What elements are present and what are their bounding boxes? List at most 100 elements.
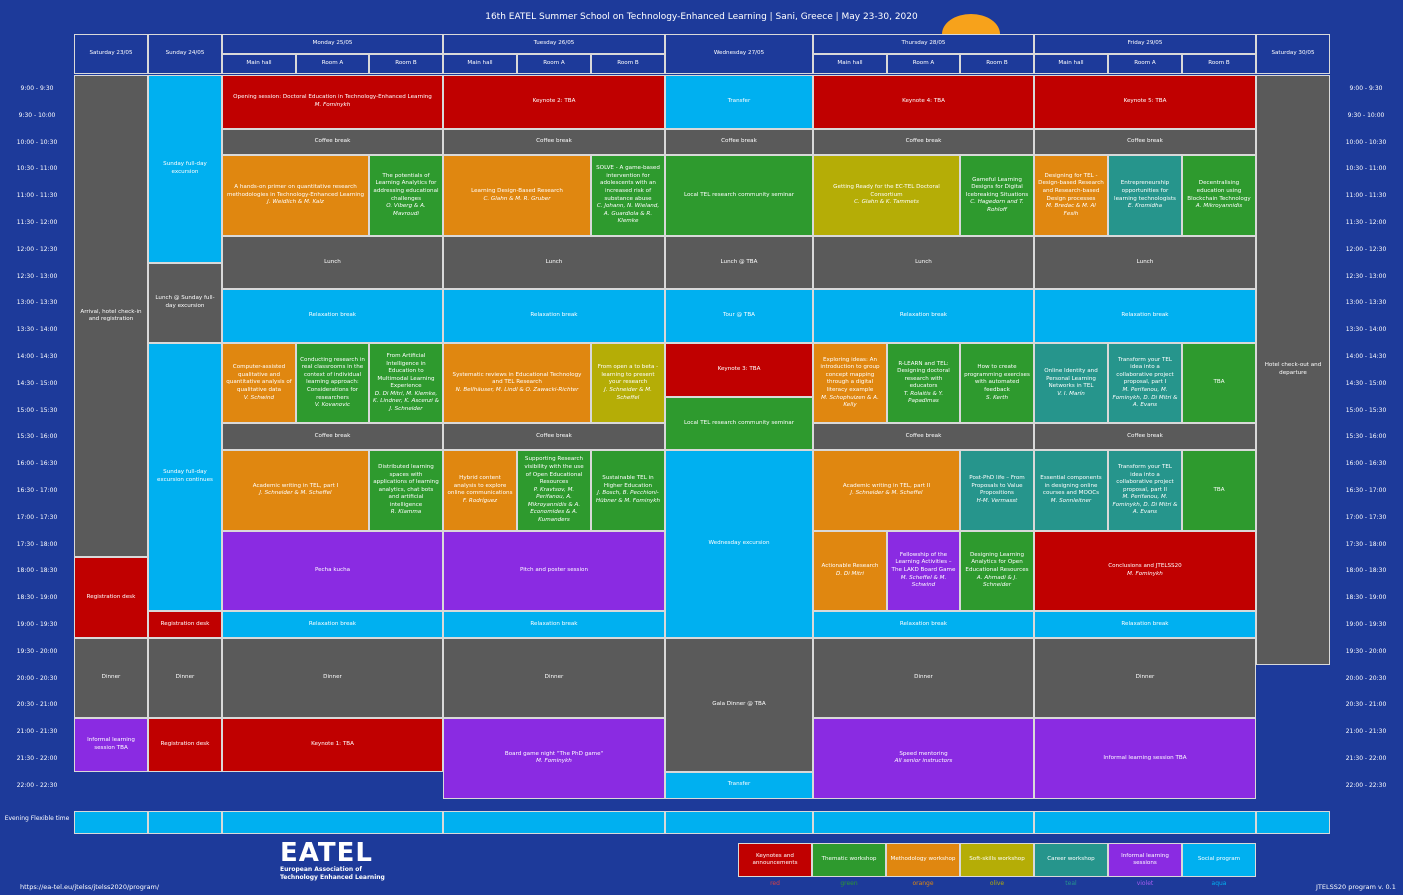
session-presenters: V. Schwind [243, 394, 275, 401]
time-label-left: 18:30 - 19:00 [16, 594, 58, 602]
session-block: Computer-assisted qualitative and quanti… [222, 343, 296, 424]
session-title: Online Identity and Personal Learning Ne… [1044, 368, 1098, 390]
session-title: Computer-assisted qualitative and quanti… [226, 364, 292, 393]
evening-block [74, 811, 148, 834]
session-block: Board game night "The PhD game" M. Fominy… [443, 718, 665, 799]
time-label-right: 21:30 - 22:00 [1345, 755, 1387, 762]
time-label-right: 20:30 - 21:00 [1345, 701, 1387, 709]
session-title: Academic writing in TEL, part I [252, 482, 339, 489]
legend-color-name: teal [1065, 880, 1077, 887]
day-header: Saturday 23/05 [74, 34, 148, 74]
session-block: Gala Dinner @ TBA [665, 637, 813, 772]
time-label-right: 18:30 - 19:00 [1345, 594, 1387, 602]
legend-swatch: Methodology workshop [886, 843, 960, 877]
session-presenters: O. Viberg & A. Mavroudi [386, 203, 426, 217]
legend-swatch: Career workshop [1034, 843, 1108, 877]
session-block: Registration desk [148, 718, 222, 772]
time-label-right: 17:30 - 18:00 [1345, 540, 1387, 548]
session-presenters: V. I. Marín [1057, 390, 1085, 397]
session-block: Dinner [1034, 637, 1256, 719]
legend-swatch: Thematic workshop [812, 843, 886, 877]
session-block: Coffee break [222, 128, 443, 156]
session-block: Coffee break [222, 423, 443, 451]
day-header: Sunday 24/05 [148, 34, 222, 74]
evening-block [665, 811, 813, 834]
session-title: Coffee break [721, 138, 757, 145]
session-presenters: R. Klamma [390, 509, 422, 516]
session-block: Relaxation break [813, 611, 1034, 638]
session-title: Coffee break [1127, 433, 1163, 440]
session-block: TBA [1182, 343, 1256, 424]
session-presenters: M. Scheffel & M. Schwind [900, 574, 947, 589]
session-title: Keynote 2: TBA [532, 98, 576, 105]
time-label-left: 15:30 - 16:00 [16, 433, 58, 441]
session-block: Academic writing in TEL, part II J. Schne… [813, 450, 960, 531]
time-label-left: 9:00 - 9:30 [20, 85, 54, 92]
session-presenters: V. Kovanovic [314, 402, 351, 409]
day-header: Monday 25/05 [222, 34, 443, 54]
session-block: Dinner [148, 637, 222, 719]
session-presenters: M. Fominykh [536, 758, 572, 765]
session-block: Conducting research in real classrooms i… [296, 343, 369, 424]
time-label-left: 17:00 - 17:30 [16, 513, 58, 521]
session-title: Transfer [727, 781, 751, 788]
evening-block [1256, 811, 1330, 834]
session-presenters: H-M. Vermasst [976, 497, 1018, 504]
time-label-right: 11:00 - 11:30 [1345, 192, 1387, 200]
session-title: Wednesday excursion [708, 540, 770, 547]
session-presenters: S. Kerth [985, 394, 1009, 401]
session-title: Coffee break [314, 433, 351, 440]
session-presenters: All senior instructors [894, 758, 953, 765]
session-block: TBA [1182, 450, 1256, 531]
session-title: Conducting research in real classrooms i… [300, 356, 365, 401]
day-header: Tuesday 26/05 [443, 34, 665, 54]
session-presenters: A. Ahmadi & J. Schneider [976, 574, 1018, 589]
session-title: Gameful Learning Designs for Digital Ice… [965, 176, 1029, 198]
sun-decoration [942, 14, 1000, 34]
time-label-left: 10:30 - 11:00 [16, 165, 58, 173]
session-block: A hands-on primer on quantitative resear… [222, 155, 369, 236]
session-block: Relaxation break [443, 611, 665, 638]
session-block: Coffee break [1034, 128, 1256, 156]
session-presenters: C. Glahn & K. Tammets [854, 199, 919, 206]
session-presenters: A. Mikroyannidis [1195, 203, 1243, 210]
session-presenters: C. Johann, N. Wieland, A. Guardiola & R.… [596, 203, 660, 225]
evening-block [148, 811, 222, 834]
session-title: From Artificial Intelligence in Educatio… [377, 353, 435, 390]
session-presenters: M. Schophuizen & A. Kelly [821, 394, 879, 409]
legend-swatch: Soft-skills workshop [960, 843, 1034, 877]
time-label-left: 14:00 - 14:30 [16, 353, 58, 360]
session-block: Relaxation break [1034, 289, 1256, 343]
time-label-left: 16:30 - 17:00 [16, 487, 58, 494]
time-label-right: 17:00 - 17:30 [1345, 513, 1387, 521]
session-presenters: J. Schneider & M. Scheffel [850, 490, 923, 497]
time-label-left: 16:00 - 16:30 [16, 460, 58, 468]
session-block: Tour @ TBA [665, 289, 813, 343]
session-block: The potentials of Learning Analytics for… [369, 155, 443, 236]
session-title: A hands-on primer on quantitative resear… [226, 184, 365, 198]
session-block: Lunch [1034, 235, 1256, 290]
room-header: Room B [960, 54, 1034, 74]
session-block: Wednesday excursion [665, 450, 813, 638]
session-title: Lunch [324, 258, 341, 265]
room-header: Main hall [222, 54, 296, 74]
session-block: Academic writing in TEL, part I J. Schnei… [222, 450, 369, 531]
time-label-right: 18:00 - 18:30 [1345, 567, 1387, 575]
time-label-right: 12:30 - 13:00 [1345, 272, 1387, 280]
session-title: Coffee break [314, 138, 351, 145]
session-block: Lunch @ TBA [665, 235, 813, 290]
version-label: JTELSS20 program v. 0.1 [1316, 883, 1396, 891]
time-label-right: 16:00 - 16:30 [1345, 460, 1387, 468]
time-label-left: 21:00 - 21:30 [16, 728, 58, 736]
session-block: How to create programming exercises with… [960, 343, 1034, 424]
program-url-link[interactable]: https://ea-tel.eu/jtelss/jtelss2020/prog… [20, 883, 160, 891]
time-label-right: 15:00 - 15:30 [1345, 406, 1387, 414]
room-header: Room B [1182, 54, 1256, 74]
session-title: Keynote 4: TBA [902, 98, 945, 105]
session-block: Relaxation break [813, 289, 1034, 343]
time-label-right: 22:00 - 22:30 [1345, 781, 1387, 789]
session-block: From open a to beta - learning to presen… [591, 343, 665, 424]
session-title: Fellowship of the Learning Activities – … [891, 551, 956, 574]
session-title: TBA [1213, 486, 1225, 493]
time-label-right: 19:30 - 20:00 [1345, 647, 1387, 655]
